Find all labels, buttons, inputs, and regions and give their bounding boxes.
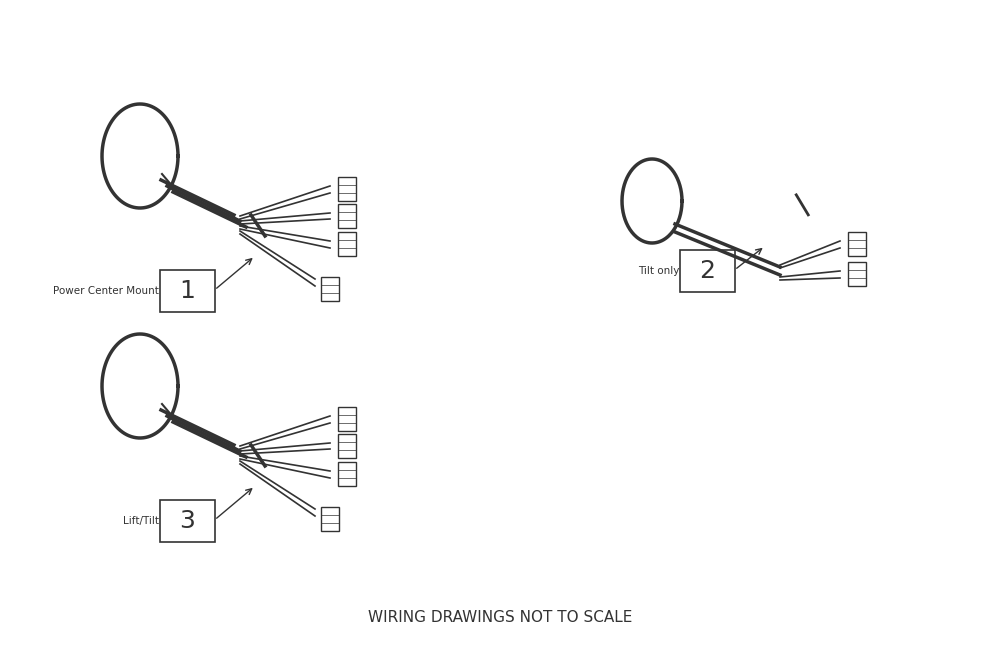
FancyBboxPatch shape [680,250,734,292]
Bar [338,177,356,201]
Bar [321,277,339,301]
Text: 3: 3 [179,509,195,533]
Bar [848,262,866,286]
Bar [338,434,356,458]
Text: Lift/Tilt: Lift/Tilt [123,516,159,526]
Text: WIRING DRAWINGS NOT TO SCALE: WIRING DRAWINGS NOT TO SCALE [368,611,632,626]
Bar [848,232,866,256]
Bar [338,407,356,431]
FancyBboxPatch shape [160,500,215,542]
FancyBboxPatch shape [160,270,215,312]
Bar [338,232,356,256]
Text: 1: 1 [179,279,195,303]
Bar [338,204,356,228]
Bar [321,507,339,531]
Text: Power Center Mount: Power Center Mount [53,286,159,296]
Bar [338,462,356,486]
Text: Tilt only: Tilt only [638,266,679,276]
Text: 2: 2 [699,259,715,283]
